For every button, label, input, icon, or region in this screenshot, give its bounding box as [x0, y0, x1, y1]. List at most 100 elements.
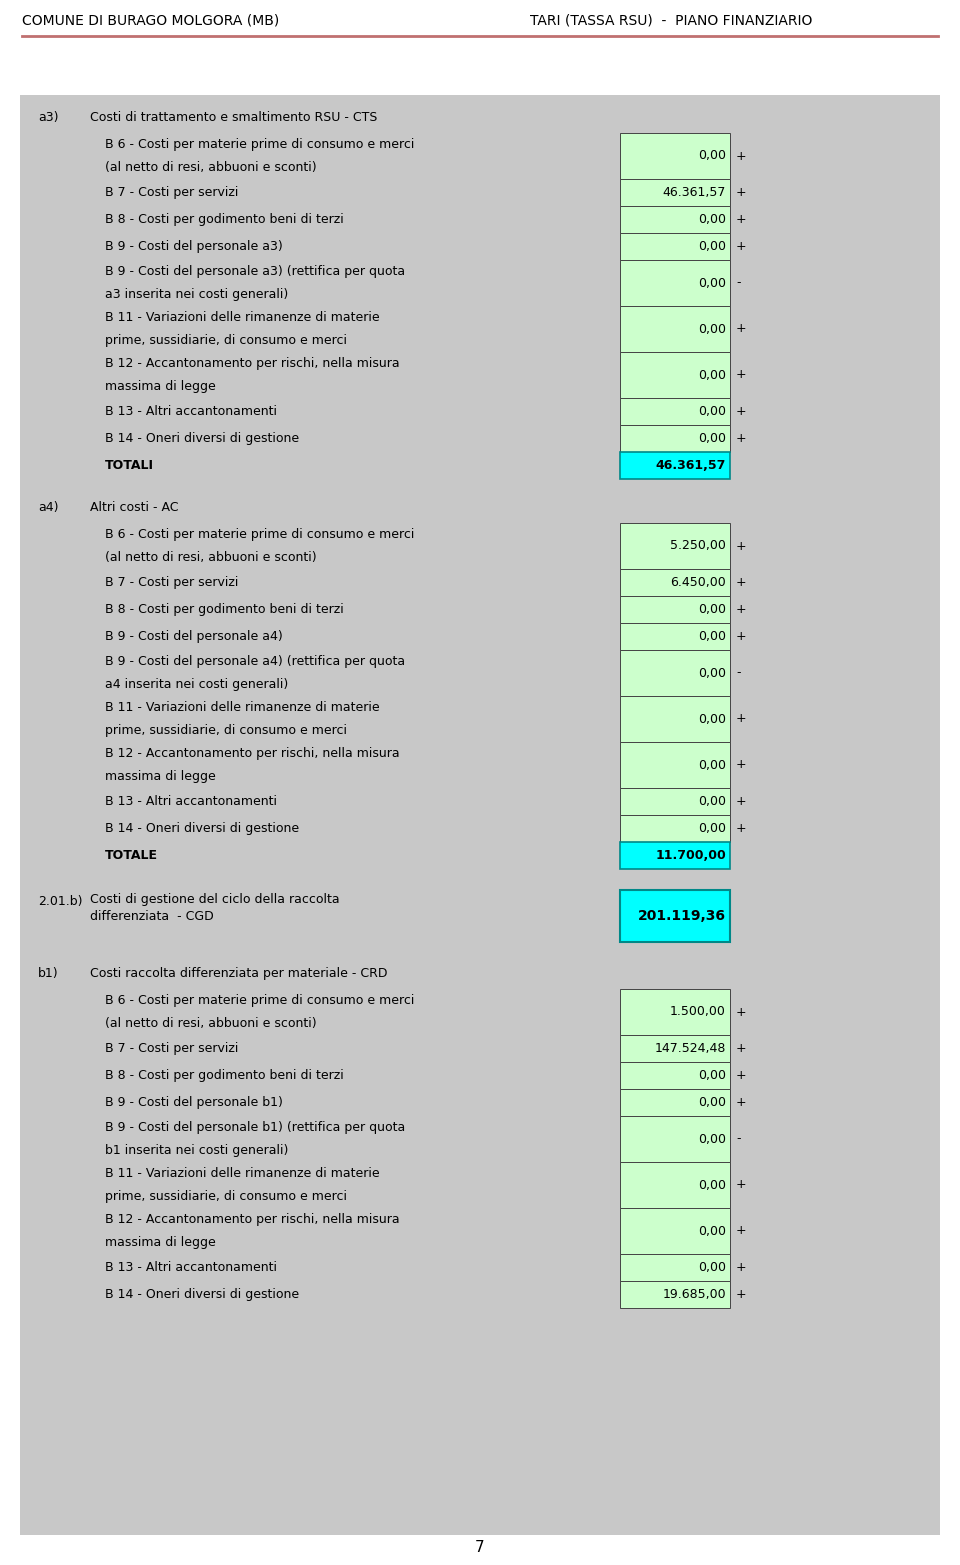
Text: -: -	[736, 667, 740, 679]
Text: a3 inserita nei costi generali): a3 inserita nei costi generali)	[105, 288, 288, 300]
Text: 0,00: 0,00	[698, 1261, 726, 1274]
Text: B 9 - Costi del personale a3): B 9 - Costi del personale a3)	[105, 239, 283, 254]
Text: +: +	[736, 576, 747, 588]
Text: B 11 - Variazioni delle rimanenze di materie: B 11 - Variazioni delle rimanenze di mat…	[105, 1167, 379, 1180]
Text: 0,00: 0,00	[698, 795, 726, 808]
Text: 0,00: 0,00	[698, 667, 726, 679]
Text: (al netto di resi, abbuoni e sconti): (al netto di resi, abbuoni e sconti)	[105, 551, 317, 563]
Text: B 13 - Altri accantonamenti: B 13 - Altri accantonamenti	[105, 405, 277, 418]
Text: a4 inserita nei costi generali): a4 inserita nei costi generali)	[105, 678, 288, 692]
Bar	[620, 1116, 730, 1161]
Text: 0,00: 0,00	[698, 1224, 726, 1238]
Text: B 9 - Costi del personale a3) (rettifica per quota: B 9 - Costi del personale a3) (rettifica…	[105, 264, 405, 279]
Text: 5.250,00: 5.250,00	[670, 540, 726, 552]
Text: 0,00: 0,00	[698, 822, 726, 836]
Bar	[620, 1034, 730, 1063]
Text: 7: 7	[475, 1540, 485, 1556]
Text: +: +	[736, 1096, 747, 1110]
Text: B 8 - Costi per godimento beni di terzi: B 8 - Costi per godimento beni di terzi	[105, 213, 344, 225]
Text: B 6 - Costi per materie prime di consumo e merci: B 6 - Costi per materie prime di consumo…	[105, 994, 415, 1006]
Text: +: +	[736, 1005, 747, 1019]
Text: +: +	[736, 322, 747, 335]
Bar	[620, 696, 730, 742]
Text: 11.700,00: 11.700,00	[656, 848, 726, 862]
Text: 6.450,00: 6.450,00	[670, 576, 726, 588]
Text: +: +	[736, 432, 747, 444]
Text: B 13 - Altri accantonamenti: B 13 - Altri accantonamenti	[105, 795, 277, 808]
Bar	[620, 352, 730, 398]
Bar	[620, 1063, 730, 1089]
Bar	[620, 1161, 730, 1208]
Text: prime, sussidiarie, di consumo e merci: prime, sussidiarie, di consumo e merci	[105, 333, 347, 347]
Bar	[620, 207, 730, 233]
Text: +: +	[736, 795, 747, 808]
Text: B 13 - Altri accantonamenti: B 13 - Altri accantonamenti	[105, 1261, 277, 1274]
Bar	[620, 398, 730, 426]
Text: +: +	[736, 150, 747, 163]
Text: 0,00: 0,00	[698, 150, 726, 163]
Text: massima di legge: massima di legge	[105, 1236, 216, 1249]
Text: B 9 - Costi del personale b1): B 9 - Costi del personale b1)	[105, 1096, 283, 1110]
Text: +: +	[736, 540, 747, 552]
Text: 0,00: 0,00	[698, 405, 726, 418]
Text: B 7 - Costi per servizi: B 7 - Costi per servizi	[105, 186, 238, 199]
Text: B 9 - Costi del personale a4) (rettifica per quota: B 9 - Costi del personale a4) (rettifica…	[105, 656, 405, 668]
Bar	[620, 815, 730, 842]
Text: 0,00: 0,00	[698, 277, 726, 290]
Text: 0,00: 0,00	[698, 712, 726, 726]
Text: 0,00: 0,00	[698, 603, 726, 617]
Text: 0,00: 0,00	[698, 1178, 726, 1191]
Text: 0,00: 0,00	[698, 1096, 726, 1110]
Text: a3): a3)	[38, 111, 59, 124]
Text: B 12 - Accantonamento per rischi, nella misura: B 12 - Accantonamento per rischi, nella …	[105, 747, 399, 761]
Text: B 8 - Costi per godimento beni di terzi: B 8 - Costi per godimento beni di terzi	[105, 1069, 344, 1081]
Text: massima di legge: massima di legge	[105, 380, 216, 393]
Bar	[620, 742, 730, 789]
Text: +: +	[736, 712, 747, 726]
Text: 0,00: 0,00	[698, 759, 726, 772]
Text: massima di legge: massima di legge	[105, 770, 216, 782]
Text: B 6 - Costi per materie prime di consumo e merci: B 6 - Costi per materie prime di consumo…	[105, 527, 415, 541]
Text: (al netto di resi, abbuoni e sconti): (al netto di resi, abbuoni e sconti)	[105, 161, 317, 174]
Text: B 11 - Variazioni delle rimanenze di materie: B 11 - Variazioni delle rimanenze di mat…	[105, 311, 379, 324]
Text: -: -	[736, 1133, 740, 1146]
Text: +: +	[736, 213, 747, 225]
Text: +: +	[736, 1178, 747, 1191]
Text: +: +	[736, 631, 747, 643]
Text: B 11 - Variazioni delle rimanenze di materie: B 11 - Variazioni delle rimanenze di mat…	[105, 701, 379, 714]
Text: 0,00: 0,00	[698, 432, 726, 444]
Text: +: +	[736, 1042, 747, 1055]
Text: 19.685,00: 19.685,00	[662, 1288, 726, 1301]
Text: Altri costi - AC: Altri costi - AC	[90, 501, 179, 513]
Bar	[620, 989, 730, 1034]
Bar	[620, 1208, 730, 1254]
Text: +: +	[736, 368, 747, 382]
Bar	[620, 133, 730, 178]
Text: B 14 - Oneri diversi di gestione: B 14 - Oneri diversi di gestione	[105, 822, 300, 836]
Text: (al netto di resi, abbuoni e sconti): (al netto di resi, abbuoni e sconti)	[105, 1017, 317, 1030]
Text: 0,00: 0,00	[698, 631, 726, 643]
Text: +: +	[736, 186, 747, 199]
Text: a4): a4)	[38, 501, 59, 513]
Text: 147.524,48: 147.524,48	[655, 1042, 726, 1055]
Bar	[620, 789, 730, 815]
Text: 201.119,36: 201.119,36	[638, 909, 726, 923]
Bar	[620, 842, 730, 869]
Text: Costi di gestione del ciclo della raccolta: Costi di gestione del ciclo della raccol…	[90, 894, 340, 906]
Text: B 12 - Accantonamento per rischi, nella misura: B 12 - Accantonamento per rischi, nella …	[105, 1213, 399, 1225]
Bar	[620, 1089, 730, 1116]
Text: -: -	[736, 277, 740, 290]
Text: 0,00: 0,00	[698, 213, 726, 225]
Text: 0,00: 0,00	[698, 239, 726, 254]
Text: prime, sussidiarie, di consumo e merci: prime, sussidiarie, di consumo e merci	[105, 725, 347, 737]
Text: b1): b1)	[38, 967, 59, 980]
Bar	[620, 890, 730, 942]
Text: TOTALI: TOTALI	[105, 459, 154, 473]
Bar	[620, 426, 730, 452]
Bar	[620, 623, 730, 649]
Bar	[620, 1282, 730, 1308]
Text: B 14 - Oneri diversi di gestione: B 14 - Oneri diversi di gestione	[105, 1288, 300, 1301]
Text: 46.361,57: 46.361,57	[662, 186, 726, 199]
Bar	[620, 570, 730, 596]
Text: B 8 - Costi per godimento beni di terzi: B 8 - Costi per godimento beni di terzi	[105, 603, 344, 617]
